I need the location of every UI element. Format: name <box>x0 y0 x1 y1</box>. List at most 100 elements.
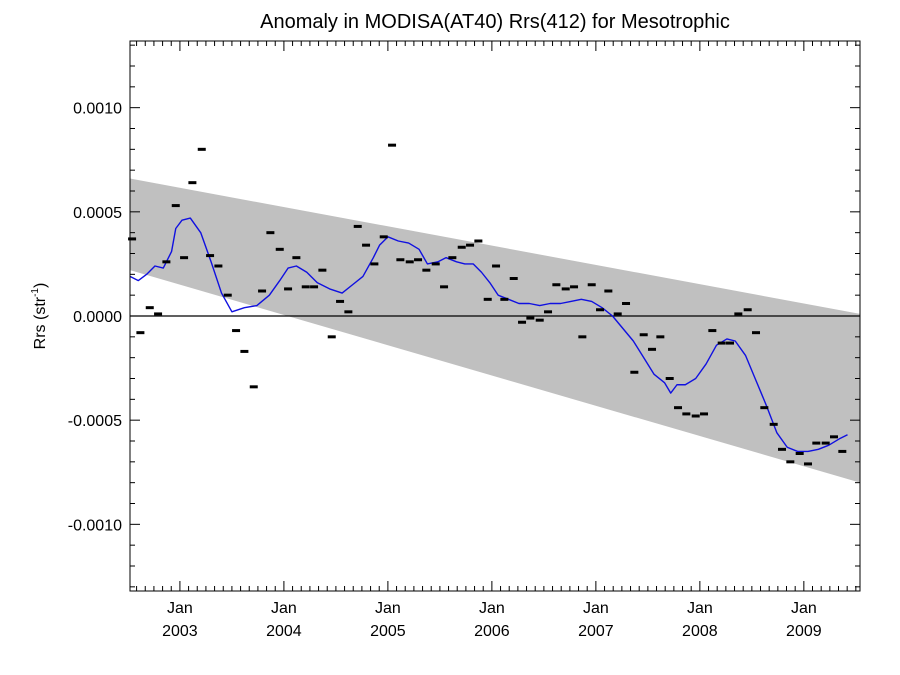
data-point <box>622 302 631 305</box>
data-point <box>301 285 310 289</box>
data-point <box>448 256 457 260</box>
data-point <box>249 385 258 389</box>
data-point <box>396 258 405 262</box>
x-tick-year: 2005 <box>370 623 406 640</box>
data-point <box>258 289 267 293</box>
x-tick-year: 2007 <box>578 623 614 640</box>
data-point <box>604 289 613 293</box>
data-point <box>318 268 327 272</box>
y-tick-label: 0.0005 <box>73 205 122 222</box>
data-point <box>544 310 553 314</box>
data-point <box>232 329 241 333</box>
x-tick-month: Jan <box>375 600 401 617</box>
data-point <box>812 441 821 445</box>
data-point <box>197 147 206 151</box>
data-point <box>223 293 232 297</box>
data-point <box>648 347 657 351</box>
data-point <box>344 310 353 314</box>
data-point <box>769 422 778 426</box>
x-tick-month: Jan <box>479 600 505 617</box>
data-point <box>760 406 769 410</box>
data-point <box>691 414 700 418</box>
data-point <box>206 254 215 258</box>
y-axis-label-text: Rrs (str-1) <box>30 283 49 350</box>
x-tick-year: 2008 <box>682 623 718 640</box>
data-point <box>431 262 440 266</box>
data-point <box>578 335 587 339</box>
data-point <box>310 285 319 289</box>
data-point <box>188 181 197 185</box>
y-tick-label: -0.0010 <box>68 517 122 534</box>
data-point <box>674 406 683 410</box>
data-point <box>388 143 397 147</box>
data-point <box>362 243 371 247</box>
y-axis-label: Rrs (str-1) <box>30 283 49 350</box>
x-tick-year: 2009 <box>786 623 822 640</box>
data-point <box>587 283 596 287</box>
chart-title: Anomaly in MODISA(AT40) Rrs(412) for Mes… <box>260 11 730 33</box>
data-point <box>596 308 605 312</box>
data-point <box>726 341 735 345</box>
data-point <box>526 316 535 320</box>
smoothed-line <box>129 217 848 453</box>
data-point <box>327 335 336 339</box>
data-point <box>379 235 388 239</box>
data-point <box>370 262 379 266</box>
data-point <box>145 306 154 310</box>
data-point <box>613 312 622 316</box>
data-point <box>474 239 483 243</box>
x-tick-year: 2003 <box>162 623 198 640</box>
data-point <box>639 333 648 337</box>
y-axis-label-main: Rrs (str <box>32 296 49 349</box>
data-point <box>786 460 795 464</box>
data-point <box>830 435 839 439</box>
data-point <box>700 412 709 416</box>
data-point <box>292 256 301 260</box>
y-tick-label: 0.0010 <box>73 101 122 118</box>
data-point <box>284 287 293 291</box>
data-point <box>240 349 249 353</box>
data-point <box>561 287 570 291</box>
x-tick-month: Jan <box>167 600 193 617</box>
anomaly-points <box>128 143 847 466</box>
data-point <box>422 268 431 272</box>
data-point <box>665 377 674 380</box>
data-point <box>509 277 518 280</box>
data-point <box>500 297 509 301</box>
y-tick-label: 0.0000 <box>73 309 122 326</box>
data-point <box>630 370 639 374</box>
x-tick-year: 2006 <box>474 623 510 640</box>
x-tick-month: Jan <box>791 600 817 617</box>
data-point <box>734 312 743 316</box>
smoothed-line-series <box>129 217 848 453</box>
data-point <box>804 462 813 466</box>
data-point <box>405 260 414 264</box>
data-point <box>162 260 171 264</box>
data-point <box>214 264 223 268</box>
data-point <box>821 441 830 445</box>
data-point <box>180 256 189 260</box>
data-point <box>440 285 449 289</box>
x-tick-month: Jan <box>583 600 609 617</box>
x-tick-month: Jan <box>687 600 713 617</box>
y-tick-label: -0.0005 <box>68 413 122 430</box>
data-point <box>136 331 145 335</box>
data-point <box>656 335 665 339</box>
data-point <box>154 312 163 316</box>
data-point <box>743 308 752 312</box>
data-point <box>266 231 275 235</box>
data-point <box>717 341 726 345</box>
data-point <box>483 297 492 301</box>
data-point <box>275 247 284 251</box>
x-tick-month: Jan <box>271 600 297 617</box>
data-point <box>552 283 561 287</box>
data-point <box>518 320 527 324</box>
x-tick-year: 2004 <box>266 623 302 640</box>
data-point <box>795 452 804 455</box>
data-point <box>466 243 475 247</box>
axes: 0.0010 0.0005 0.0000 -0.0005 -0.0010 Jan 2003 J… <box>68 40 861 640</box>
data-point <box>353 224 362 228</box>
data-point <box>414 258 423 262</box>
